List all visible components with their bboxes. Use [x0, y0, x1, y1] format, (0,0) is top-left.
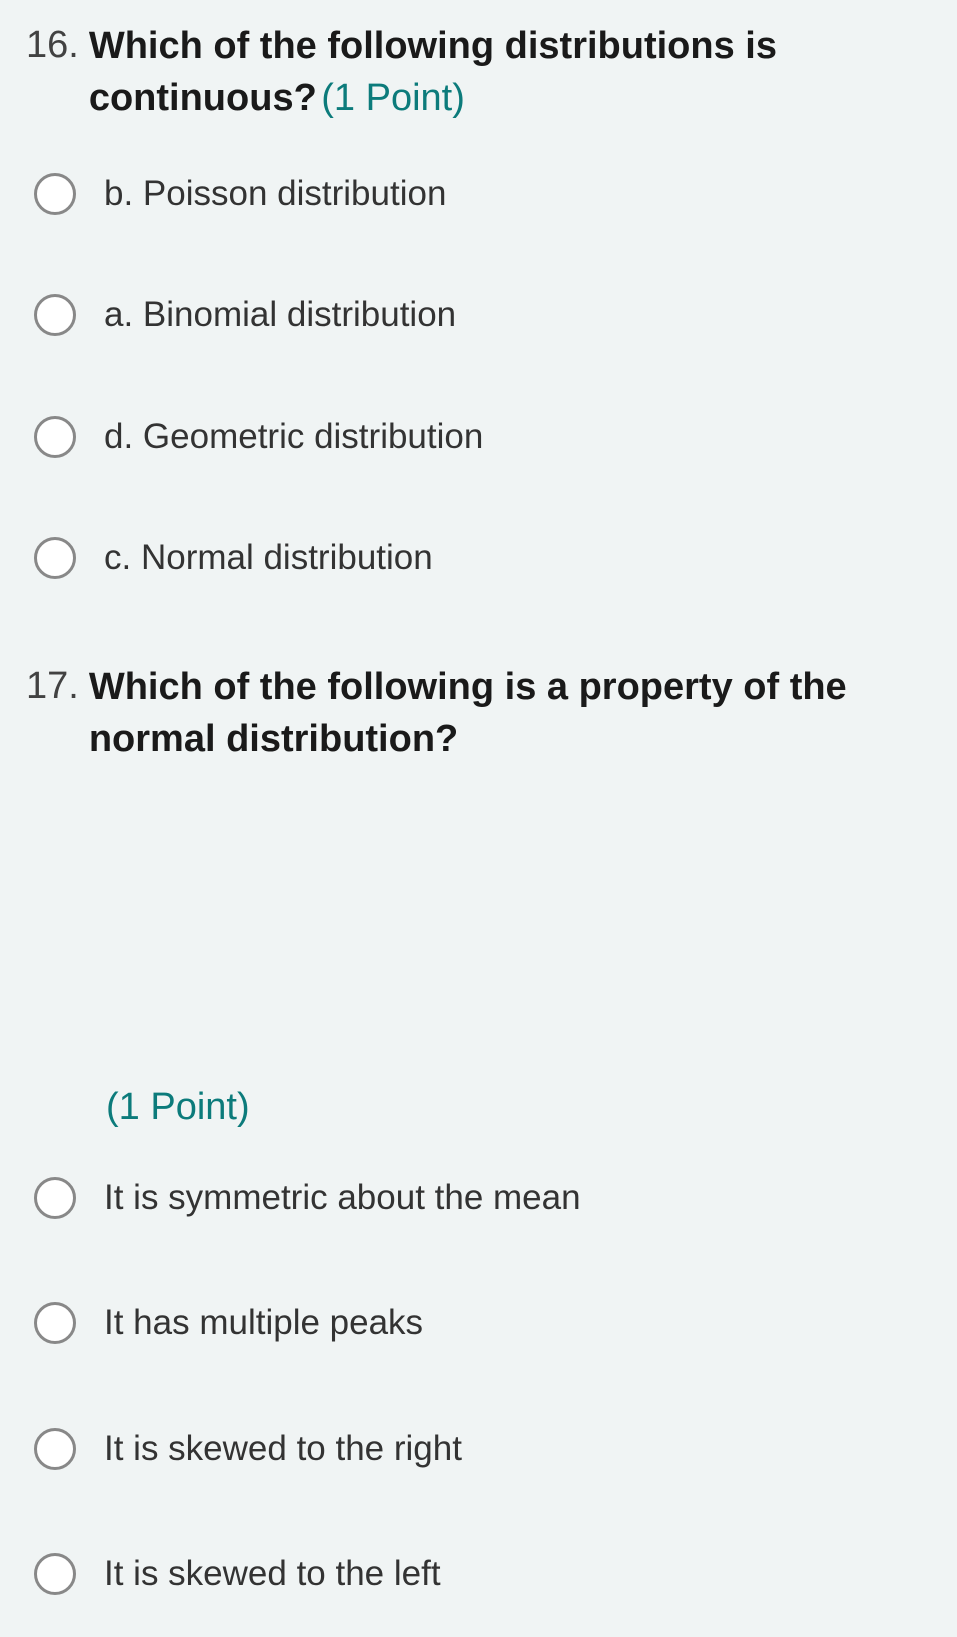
- option-skewed-right[interactable]: It is skewed to the right: [30, 1416, 931, 1482]
- radio-icon: [34, 1177, 76, 1219]
- question-text-wrap: Which of the following is a property of …: [89, 661, 931, 766]
- question-16-header: 16. Which of the following distributions…: [26, 20, 931, 125]
- question-points: (1 Point): [106, 1086, 931, 1129]
- question-17-header: 17. Which of the following is a property…: [26, 661, 931, 766]
- question-16-block: 16. Which of the following distributions…: [0, 0, 957, 621]
- radio-icon: [34, 173, 76, 215]
- radio-icon: [34, 294, 76, 336]
- option-label: It is skewed to the left: [104, 1551, 441, 1597]
- option-skewed-left[interactable]: It is skewed to the left: [30, 1541, 931, 1607]
- question-text-wrap: Which of the following distributions is …: [89, 20, 931, 125]
- option-multiple-peaks[interactable]: It has multiple peaks: [30, 1290, 931, 1356]
- option-binomial[interactable]: a. Binomial distribution: [30, 282, 931, 348]
- option-label: It is symmetric about the mean: [104, 1175, 581, 1221]
- question-16-options: b. Poisson distribution a. Binomial dist…: [26, 161, 931, 591]
- option-label: It is skewed to the right: [104, 1426, 462, 1472]
- radio-icon: [34, 1553, 76, 1595]
- question-17-options: It is symmetric about the mean It has mu…: [26, 1165, 931, 1607]
- option-normal[interactable]: c. Normal distribution: [30, 525, 931, 591]
- question-number: 17.: [26, 661, 79, 712]
- option-symmetric[interactable]: It is symmetric about the mean: [30, 1165, 931, 1231]
- radio-icon: [34, 537, 76, 579]
- radio-icon: [34, 416, 76, 458]
- option-label: c. Normal distribution: [104, 535, 433, 581]
- question-text: Which of the following is a property of …: [89, 666, 847, 760]
- option-label: It has multiple peaks: [104, 1300, 423, 1346]
- radio-icon: [34, 1302, 76, 1344]
- option-poisson[interactable]: b. Poisson distribution: [30, 161, 931, 227]
- radio-icon: [34, 1428, 76, 1470]
- option-geometric[interactable]: d. Geometric distribution: [30, 404, 931, 470]
- question-points: (1 Point): [321, 77, 465, 119]
- option-label: a. Binomial distribution: [104, 292, 456, 338]
- question-17-block: 17. Which of the following is a property…: [0, 621, 957, 1637]
- option-label: d. Geometric distribution: [104, 414, 483, 460]
- option-label: b. Poisson distribution: [104, 171, 446, 217]
- question-number: 16.: [26, 20, 79, 71]
